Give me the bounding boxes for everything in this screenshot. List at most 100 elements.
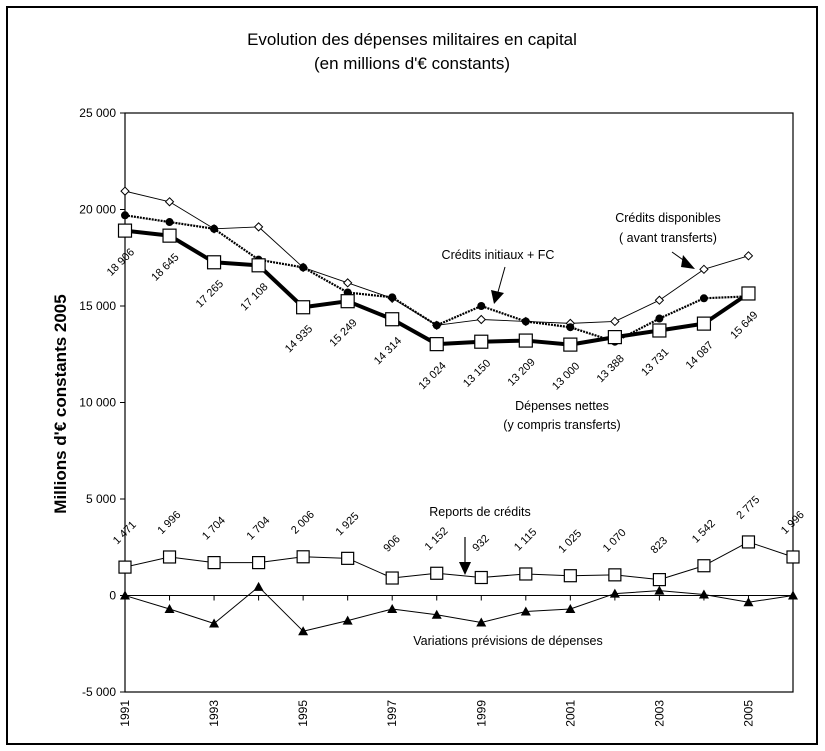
x-tick-label: 2003 [652,700,666,727]
data-label: 1 996 [155,509,183,537]
data-label: 1 152 [423,525,451,553]
arrow-credits-disponibles [671,251,695,269]
data-point [117,223,133,238]
data-label: 1 542 [690,518,718,546]
x-tick-label: 2005 [741,700,755,727]
data-label: 1 704 [245,515,273,543]
data-point [432,321,441,330]
data-label: 13 388 [595,353,627,385]
data-point [474,570,488,585]
data-point [296,300,311,315]
data-point [654,295,665,305]
data-point [565,604,576,614]
data-point [610,316,620,327]
data-label: 13 731 [639,346,671,378]
annotation-variations: Variations prévisions de dépenses [413,634,602,648]
x-tick-label: 2001 [563,700,577,727]
data-point [788,590,798,600]
data-point [518,333,533,348]
data-point [387,604,398,614]
data-label: 13 150 [461,357,493,389]
arrow-reports-credits [459,537,471,575]
data-point [696,316,712,331]
y-tick-label: 15 000 [79,299,116,313]
data-point [342,278,353,288]
x-tick-label: 1997 [385,700,399,727]
data-point [521,317,530,326]
data-point [566,323,575,332]
data-label: 1 925 [334,510,362,538]
y-tick-label: 10 000 [79,396,116,410]
data-point [655,314,664,323]
data-label: 14 314 [372,335,404,367]
x-tick-label: 1993 [207,700,221,727]
data-point [120,590,130,600]
data-point [165,218,174,227]
data-label: 17 265 [194,278,226,310]
data-label: 823 [649,535,670,556]
data-point [476,314,486,325]
data-label: 1 025 [556,528,584,556]
data-point [699,294,708,303]
data-point [207,556,221,570]
y-tick-label: 20 000 [79,203,116,217]
series-4 [120,581,798,636]
series-3 [118,535,800,587]
chart-subtitle: (en millions d'€ constants) [314,54,510,73]
data-label: 1 704 [200,515,228,543]
y-axis-label: Millions d'€ constants 2005 [51,294,70,513]
data-point [164,197,175,207]
data-point [699,264,709,275]
data-point [786,550,800,564]
data-point [697,559,711,573]
data-point [654,585,665,595]
series-layer [117,186,800,636]
data-label: 14 935 [283,323,315,355]
data-point [609,588,620,598]
y-tick-label: 5 000 [86,492,116,506]
data-point [431,609,442,619]
data-label: 15 649 [728,309,760,341]
data-point [741,286,756,301]
data-point [341,551,355,565]
data-point [253,222,264,232]
data-point [474,334,489,349]
x-tick-label: 1999 [474,700,488,727]
data-point [120,186,130,196]
data-point [652,573,667,587]
data-label: 13 000 [550,360,582,392]
data-label: 18 645 [149,251,181,283]
data-point [210,224,219,233]
data-label: 18 906 [105,246,137,278]
arrow-credits-initiaux [491,266,506,304]
data-point [209,618,220,628]
data-point [162,550,177,564]
data-point [118,560,132,574]
data-point [608,568,622,582]
data-point [429,337,444,352]
plot-area [124,112,794,693]
data-point [741,535,756,549]
annotation-credits-initiaux: Crédits initiaux + FC [442,248,555,262]
y-tick-label: 0 [109,589,116,603]
data-label: 14 087 [684,339,716,371]
data-label: 1 115 [512,526,539,553]
x-tick-label: 1995 [296,700,310,727]
data-point [164,604,175,614]
series-line [124,586,794,632]
data-point [743,251,754,261]
annotation-reports-credits: Reports de crédits [429,505,530,519]
y-tick-label: 25 000 [79,106,116,120]
data-point [385,571,399,585]
data-point [385,312,400,327]
data-label: 17 108 [238,281,270,313]
data-label: 15 249 [327,317,359,349]
data-label: 13 024 [416,360,448,392]
data-label: 13 209 [506,356,538,388]
data-point [607,330,622,345]
annotation-credits-disponibles: Crédits disponibles [615,211,721,225]
data-point [520,606,531,616]
data-point [252,556,266,570]
y-tick-label: -5 000 [82,685,116,699]
